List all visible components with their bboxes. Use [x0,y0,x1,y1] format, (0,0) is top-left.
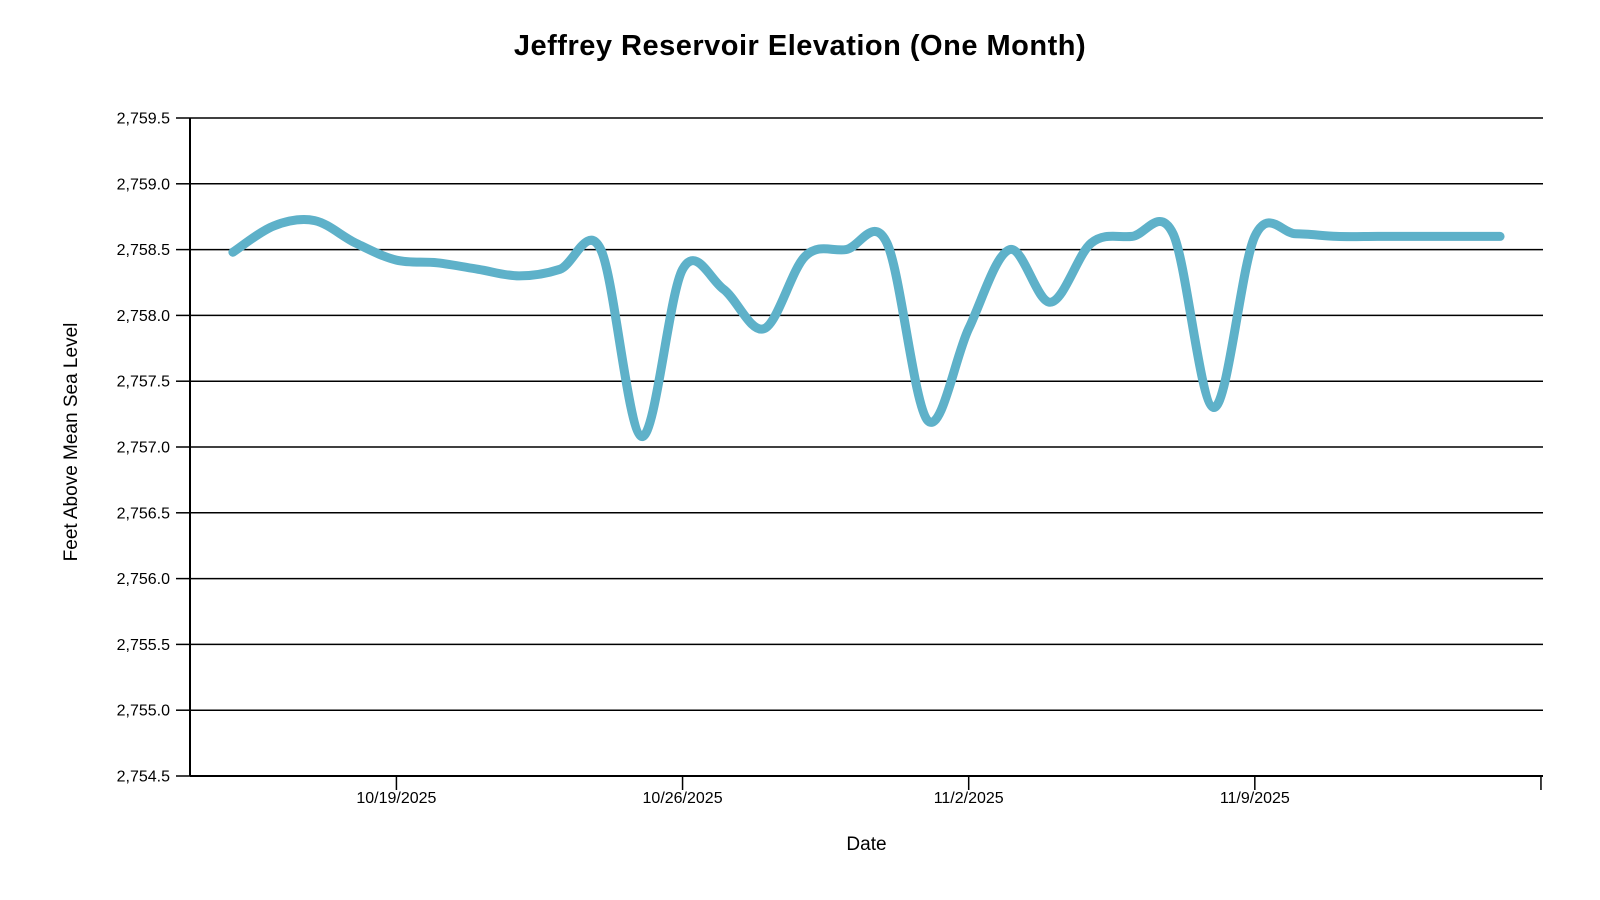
y-tick-label: 2,755.0 [117,703,170,720]
x-tick-label: 10/19/2025 [356,790,436,807]
elevation-series-line [228,215,1505,442]
y-tick-label: 2,756.0 [117,571,170,588]
y-tick-label: 2,754.5 [117,769,170,786]
x-tick-label: 10/26/2025 [643,790,723,807]
chart-title: Jeffrey Reservoir Elevation (One Month) [513,30,1087,62]
y-tick-label: 2,758.5 [117,242,170,259]
x-axis-title: Date [846,834,887,855]
y-tick-label: 2,758.0 [117,308,170,325]
y-tick-label: 2,756.5 [117,505,170,522]
x-tick-label: 11/9/2025 [1220,790,1290,807]
x-tick-label: 11/2/2025 [934,790,1004,807]
y-tick-label: 2,757.5 [117,374,170,391]
y-tick-label: 2,757.0 [117,440,170,457]
y-tick-label: 2,759.5 [117,111,170,128]
y-tick-label: 2,759.0 [117,176,170,193]
y-tick-label: 2,755.5 [117,637,170,654]
